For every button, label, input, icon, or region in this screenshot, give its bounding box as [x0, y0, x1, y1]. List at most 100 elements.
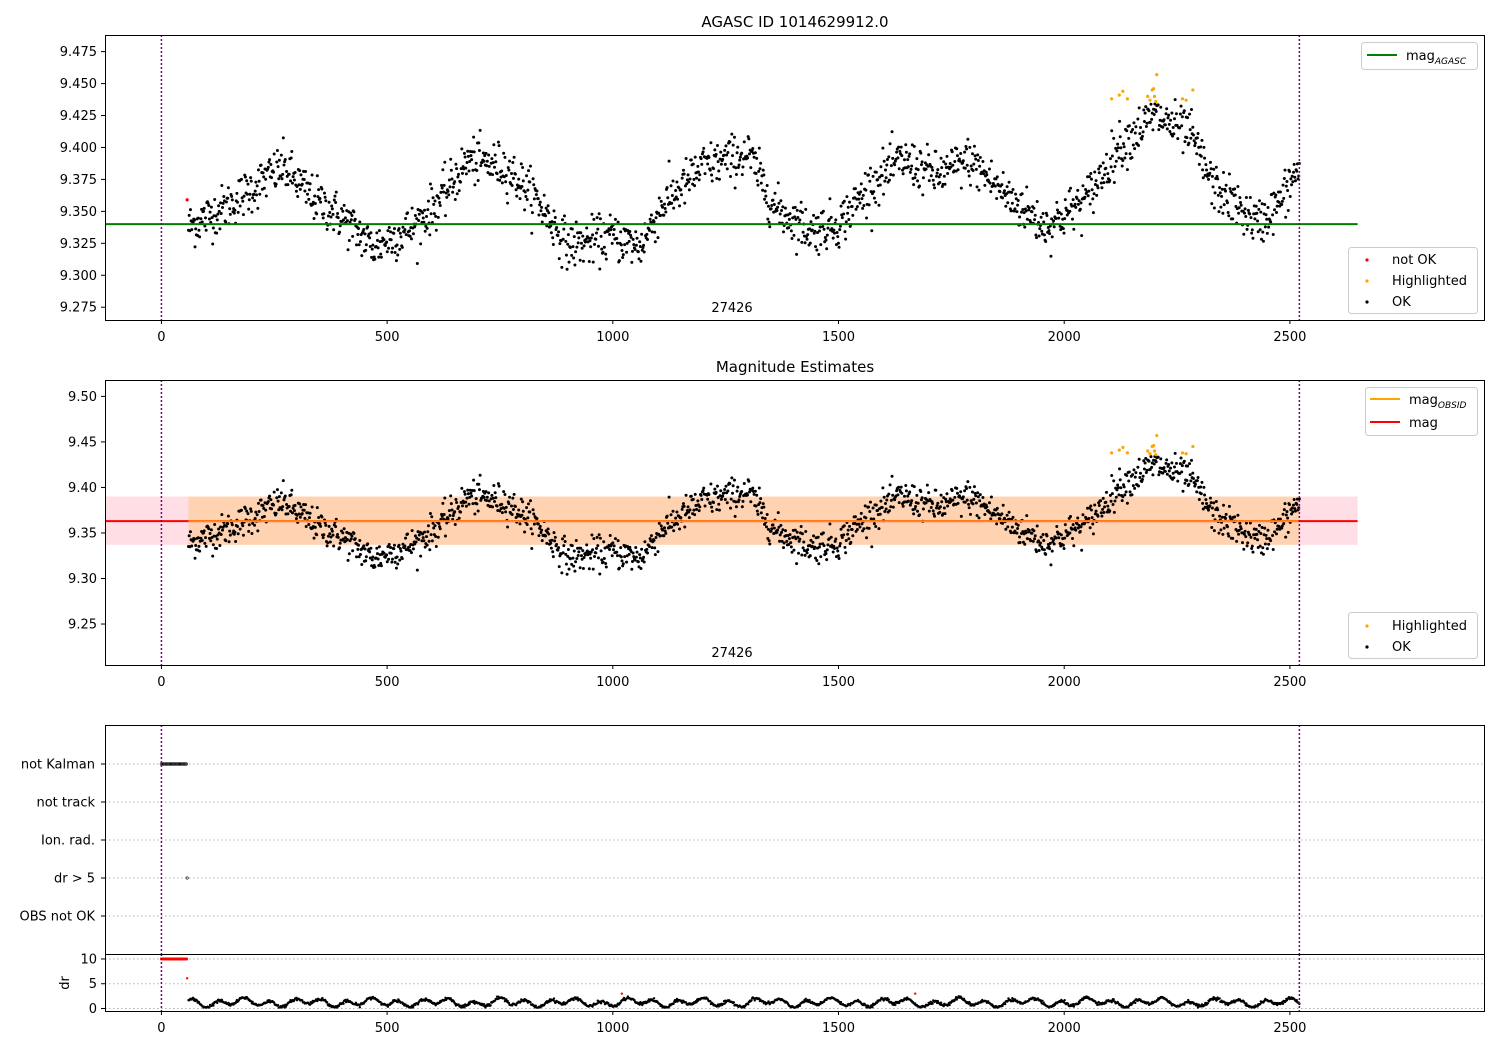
- ok-point: [1240, 541, 1244, 545]
- ok-point: [906, 494, 910, 498]
- ok-point: [236, 532, 240, 536]
- ok-point: [1220, 515, 1224, 519]
- ok-point: [589, 236, 593, 240]
- ok-point: [963, 489, 967, 493]
- ok-point: [233, 208, 237, 212]
- ok-point: [415, 568, 419, 572]
- ok-point: [591, 233, 595, 237]
- ok-point: [1271, 547, 1275, 551]
- ok-point: [518, 522, 522, 526]
- ok-point: [483, 154, 487, 158]
- ok-point: [1201, 507, 1205, 511]
- ok-point: [188, 530, 192, 534]
- ok-point: [667, 159, 671, 163]
- ok-point: [1127, 470, 1131, 474]
- ok-point: [1102, 181, 1106, 185]
- ok-point: [455, 501, 459, 505]
- ok-point: [970, 152, 974, 156]
- ok-point: [953, 159, 957, 163]
- ok-point: [787, 217, 791, 221]
- ok-point: [657, 196, 661, 200]
- xtick-label: 2500: [1273, 675, 1306, 690]
- ok-point: [882, 159, 886, 163]
- ok-point: [971, 169, 975, 173]
- ok-point: [1282, 177, 1286, 181]
- ok-point: [425, 226, 429, 230]
- ok-point: [530, 532, 534, 536]
- xtick-label: 1500: [822, 330, 855, 345]
- ok-point: [274, 182, 278, 186]
- ok-point: [486, 171, 490, 175]
- ok-point: [1256, 230, 1260, 234]
- ok-point: [476, 178, 480, 182]
- ok-point: [1067, 189, 1071, 193]
- ok-point: [474, 497, 478, 501]
- ok-point: [235, 191, 239, 195]
- ok-point: [1142, 108, 1146, 112]
- ok-point: [847, 217, 851, 221]
- ok-point: [746, 156, 750, 160]
- ok-point: [684, 493, 688, 497]
- ok-point: [1249, 216, 1253, 220]
- ok-point: [1080, 234, 1084, 238]
- ok-point: [527, 169, 531, 173]
- ok-point: [465, 160, 469, 164]
- ok-point: [249, 176, 253, 180]
- ok-point: [818, 225, 822, 229]
- panel1-xticks: 0 500 1000 1500 2000 2500: [157, 320, 1306, 345]
- ok-point: [1183, 481, 1187, 485]
- ok-point: [539, 209, 543, 213]
- ok-point: [906, 158, 910, 162]
- ok-point: [974, 167, 978, 171]
- ok-point: [765, 513, 769, 517]
- ok-point: [1099, 181, 1103, 185]
- ok-point: [493, 500, 497, 504]
- ok-point: [1261, 230, 1265, 234]
- ok-point: [874, 503, 878, 507]
- ok-point: [904, 484, 908, 488]
- ok-point: [565, 572, 569, 576]
- ok-point: [927, 179, 931, 183]
- ok-point: [787, 537, 791, 541]
- ok-point: [683, 184, 687, 188]
- ok-point: [1201, 176, 1205, 180]
- dr-ok-point: [732, 1001, 736, 1004]
- ok-point: [436, 535, 440, 539]
- ok-point: [562, 544, 566, 548]
- ok-point: [948, 162, 952, 166]
- ok-point: [215, 537, 219, 541]
- ok-point: [1090, 516, 1094, 520]
- ok-point: [1029, 220, 1033, 224]
- ok-point: [1199, 154, 1203, 158]
- ok-point: [453, 180, 457, 184]
- ok-point: [1050, 217, 1054, 221]
- ok-point: [487, 153, 491, 157]
- ok-point: [1052, 542, 1056, 546]
- ok-point: [995, 522, 999, 526]
- ok-point: [211, 543, 215, 547]
- dr-ok-point: [468, 1002, 471, 1006]
- ok-point: [519, 497, 523, 501]
- ok-point: [615, 241, 619, 245]
- ok-point: [350, 214, 354, 218]
- ok-point: [859, 182, 863, 186]
- ok-point: [199, 536, 203, 540]
- ok-point: [282, 498, 286, 502]
- ok-point: [302, 508, 306, 512]
- ok-point: [663, 529, 667, 533]
- dr-ok-point: [615, 1005, 618, 1008]
- dr-ok-point: [887, 998, 890, 1001]
- ok-point: [322, 212, 326, 216]
- ok-point: [853, 187, 857, 191]
- ok-point: [408, 234, 412, 238]
- ok-point: [1151, 473, 1155, 477]
- ok-point: [646, 551, 650, 555]
- ok-point: [804, 207, 808, 211]
- ok-point: [1222, 503, 1226, 507]
- ok-point: [506, 525, 510, 529]
- ok-point: [1047, 229, 1051, 233]
- ok-point: [241, 524, 245, 528]
- ok-point: [351, 234, 355, 238]
- ok-point: [564, 239, 568, 243]
- ok-point: [935, 174, 938, 178]
